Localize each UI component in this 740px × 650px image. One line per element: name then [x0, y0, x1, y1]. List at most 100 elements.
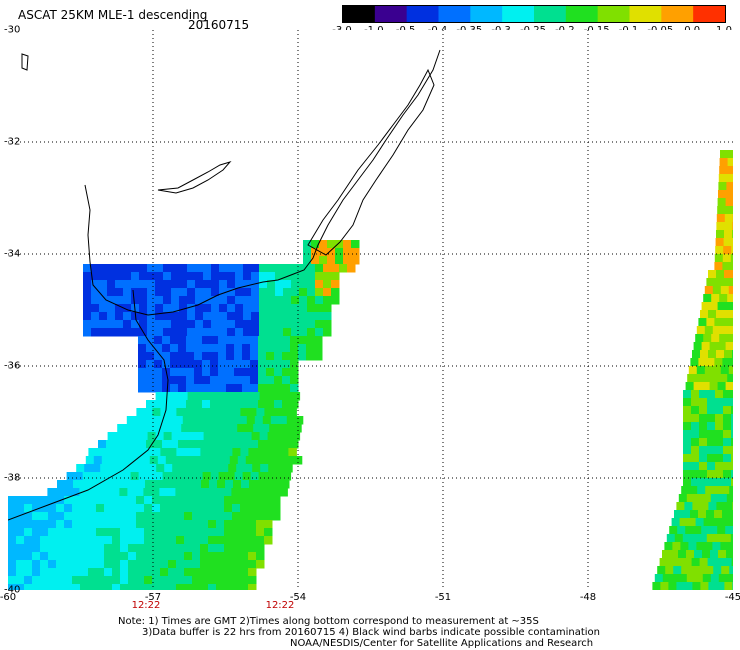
swath-pixel: [32, 576, 41, 585]
swath-pixel: [726, 174, 736, 183]
swath-pixel: [727, 518, 737, 527]
swath-pixel: [63, 488, 72, 497]
swath-pixel: [64, 520, 73, 529]
swath-pixel: [282, 472, 292, 481]
swath-pixel: [123, 320, 132, 329]
lat-lon-grid: [8, 30, 733, 590]
swath-pixel: [130, 472, 140, 481]
swath-pixel: [168, 504, 177, 513]
swath-pixel: [96, 568, 105, 577]
swath-pixel: [216, 512, 225, 521]
swath-pixel: [163, 312, 172, 321]
swath-pixel: [155, 304, 164, 313]
color-swatch: [534, 6, 567, 22]
swath-pixel: [96, 504, 105, 513]
swath-pixel: [708, 502, 717, 511]
swath-pixel: [203, 392, 213, 401]
swath-pixel: [699, 446, 708, 455]
swath-pixel: [99, 288, 108, 297]
swath-pixel: [168, 552, 177, 561]
swath-pixel: [690, 358, 699, 367]
swath-pixel: [675, 558, 685, 567]
swath-pixel: [170, 400, 179, 409]
swath-pixel: [251, 304, 260, 313]
swath-pixel: [8, 584, 17, 593]
swath-pixel: [194, 440, 203, 449]
swath-pixel: [162, 472, 172, 481]
swath-pixel: [710, 494, 720, 503]
swath-pixel: [179, 296, 188, 305]
swath-pixel: [719, 374, 728, 383]
swath-pixel: [107, 272, 116, 281]
swath-pixel: [699, 470, 708, 479]
swath-pixel: [723, 398, 732, 407]
swath-pixel: [72, 544, 81, 553]
swath-pixel: [91, 312, 100, 321]
swath-pixel: [703, 374, 712, 383]
swath-pixel: [138, 376, 147, 385]
swath-pixel: [258, 344, 267, 353]
swath-pixel: [200, 552, 209, 561]
swath-pixel: [152, 576, 161, 585]
swath-pixel: [88, 584, 97, 593]
swath-pixel: [216, 568, 225, 577]
swath-pixel: [128, 536, 137, 545]
swath-pixel: [146, 344, 155, 353]
swath-pixel: [83, 304, 92, 313]
swath-pixel: [120, 504, 129, 513]
swath-pixel: [200, 504, 209, 513]
swath-pixel: [216, 576, 225, 585]
swath-pixel: [679, 518, 689, 527]
swath-pixel: [683, 422, 692, 431]
swath-pixel: [272, 408, 281, 417]
swath-pixel: [178, 400, 187, 409]
swath-pixel: [224, 544, 233, 553]
swath-pixel: [191, 488, 200, 497]
swath-pixel: [200, 408, 209, 417]
swath-pixel: [154, 376, 163, 385]
swath-pixel: [249, 480, 258, 489]
swath-pixel: [702, 494, 712, 503]
swath-pixel: [723, 462, 732, 471]
swath-pixel: [55, 488, 64, 497]
swath-pixel: [32, 496, 41, 505]
swath-pixel: [56, 552, 65, 561]
swath-pixel: [126, 416, 136, 425]
swath-pixel: [704, 286, 714, 295]
swath-pixel: [56, 528, 65, 537]
swath-pixel: [724, 310, 733, 319]
swath-pixel: [699, 414, 708, 423]
swath-pixel: [162, 440, 171, 449]
swath-pixel: [290, 440, 299, 449]
swath-pixel: [115, 272, 124, 281]
swath-pixel: [136, 408, 145, 417]
swath-pixel: [210, 376, 219, 385]
swath-pixel: [714, 318, 723, 327]
swath-pixel: [319, 256, 328, 265]
swath-pixel: [271, 488, 280, 497]
swath-pixel: [64, 560, 73, 569]
swath-pixel: [147, 320, 156, 329]
swath-pixel: [76, 464, 85, 473]
swath-pixel: [252, 464, 261, 473]
swath-pixel: [723, 470, 732, 479]
swath-pixel: [267, 312, 276, 321]
swath-pixel: [166, 416, 176, 425]
swath-pixel: [145, 480, 154, 489]
swath-pixel: [218, 352, 227, 361]
swath-pixel: [715, 398, 724, 407]
swath-pixel: [117, 456, 127, 465]
swath-pixel: [274, 400, 283, 409]
swath-pixel: [104, 552, 113, 561]
swath-pixel: [216, 520, 225, 529]
swath-pixel: [248, 552, 257, 561]
swath-pixel: [232, 568, 241, 577]
swath-pixel: [163, 304, 172, 313]
swath-pixel: [175, 488, 184, 497]
swath-pixel: [226, 376, 235, 385]
swath-pixel: [259, 320, 268, 329]
swath-pixel: [240, 536, 249, 545]
swath-pixel: [64, 568, 73, 577]
swath-pixel: [184, 560, 193, 569]
swath-pixel: [179, 264, 188, 273]
